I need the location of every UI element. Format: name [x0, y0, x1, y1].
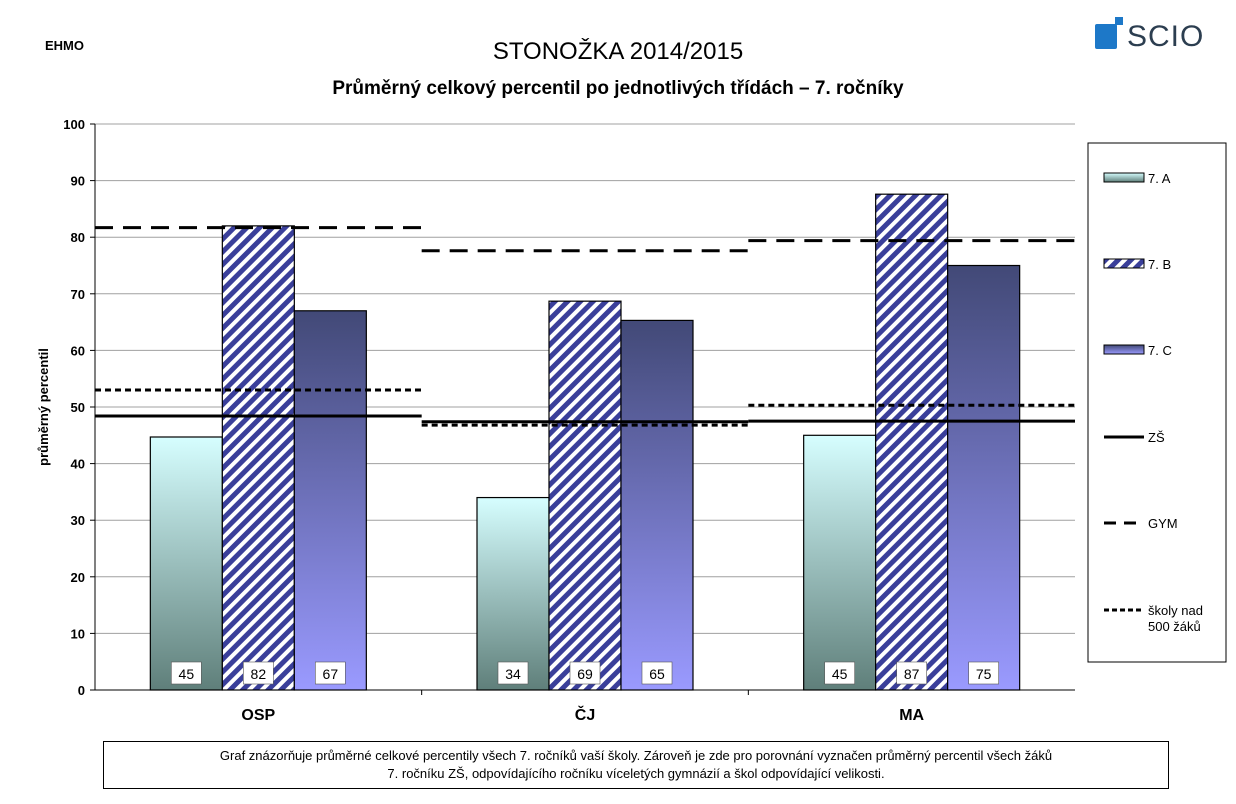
- data-label: 69: [577, 666, 593, 682]
- legend-swatch: [1103, 258, 1145, 269]
- y-tick-label: 30: [71, 513, 85, 528]
- data-label-box: [824, 661, 855, 685]
- bar-OSP-7A: [149, 436, 223, 691]
- chart-title: STONOŽKA 2014/2015: [492, 38, 744, 65]
- legend-label: ZŠ: [1148, 430, 1165, 445]
- data-label: 87: [904, 666, 920, 682]
- data-label-box: [968, 661, 999, 685]
- bar-MA-7A: [803, 434, 877, 691]
- data-label: 82: [251, 666, 267, 682]
- data-label: 45: [832, 666, 848, 682]
- legend-label: GYM: [1148, 516, 1178, 531]
- chart: 0 10 20 30 40 50 60 70 80 90 100 průměrný percentil…: [36, 117, 1227, 724]
- data-label-box: [315, 661, 346, 685]
- y-tick-label: 60: [71, 343, 85, 358]
- legend-label: 7. B: [1148, 257, 1171, 272]
- chart-subtitle: Průměrný celkový percentil po jednotlivý…: [332, 78, 904, 99]
- y-tick-label: 40: [71, 457, 85, 472]
- x-tick-label: OSP: [241, 707, 275, 724]
- scio-logo: SCIO: [1093, 16, 1218, 58]
- school-code: EHMO: [45, 38, 84, 53]
- data-label-box: [641, 661, 673, 685]
- y-tick-label: 50: [71, 400, 85, 415]
- x-tick-label: ČJ: [575, 705, 595, 724]
- data-label: 45: [179, 666, 195, 682]
- bar-ČJ-7B: [548, 300, 622, 691]
- legend-label: 7. A: [1148, 171, 1171, 186]
- data-label-box: [497, 661, 529, 685]
- y-tick-label: 100: [63, 117, 85, 132]
- legend-box: [1087, 142, 1227, 663]
- legend-label: školy nad: [1148, 603, 1203, 618]
- legend-label: 7. C: [1148, 343, 1172, 358]
- legend-swatch: [1103, 172, 1145, 183]
- x-tick-label: MA: [899, 707, 924, 724]
- y-tick-label: 80: [71, 230, 85, 245]
- note-line-1: Graf znázorňuje průměrné celkové percent…: [219, 748, 1053, 763]
- data-label-box: [243, 661, 274, 685]
- chart-note: Graf znázorňuje průměrné celkové percent…: [103, 741, 1169, 789]
- data-label: 65: [649, 666, 665, 682]
- data-label: 67: [323, 666, 339, 682]
- data-label-box: [896, 661, 927, 685]
- y-tick-label: 0: [78, 683, 85, 698]
- bar-OSP-7B: [221, 225, 295, 691]
- y-tick-label: 70: [71, 287, 85, 302]
- legend-swatch: [1103, 344, 1145, 355]
- bar-OSP-7C: [293, 310, 367, 691]
- bar-MA-7C: [947, 264, 1021, 691]
- y-axis-label: průměrný percentil: [36, 348, 51, 466]
- bar-MA-7B: [875, 193, 949, 691]
- y-tick-label: 90: [71, 174, 85, 189]
- bar-ČJ-7A: [476, 496, 550, 691]
- bar-ČJ-7C: [620, 319, 694, 691]
- legend-label: 500 žáků: [1148, 619, 1201, 634]
- data-label: 75: [976, 666, 992, 682]
- y-tick-label: 20: [71, 570, 85, 585]
- note-line-2: 7. ročníku ZŠ, odpovídajícího ročníku ví…: [387, 766, 885, 781]
- data-label: 34: [505, 666, 521, 682]
- scio-logo-icon: [1095, 17, 1123, 49]
- data-label-box: [569, 661, 601, 685]
- y-tick-label: 10: [71, 626, 85, 641]
- scio-logo-text: SCIO: [1127, 20, 1205, 53]
- data-label-box: [171, 661, 202, 685]
